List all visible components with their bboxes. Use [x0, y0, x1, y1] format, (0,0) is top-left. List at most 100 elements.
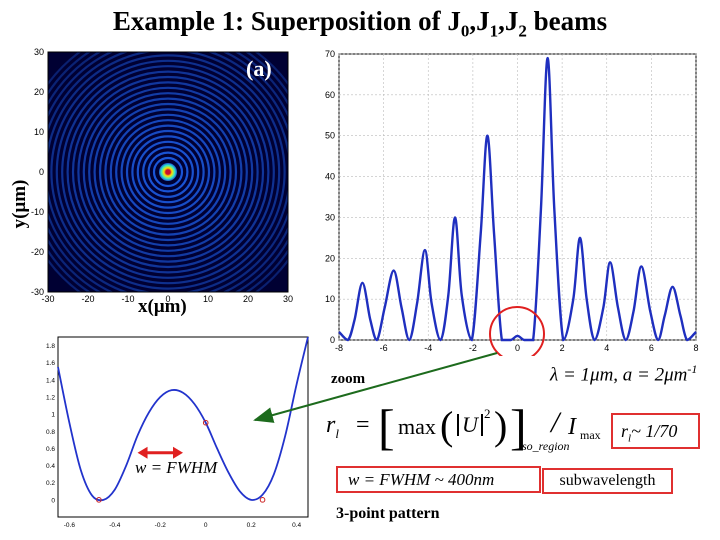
intensity-ring: [136, 140, 200, 204]
main-profile-chart: 0 10 20 30 40 50 60 70 -8 -6 -4 -2 0 2 4 6 8: [325, 49, 699, 356]
panel-a-xtick-label: 20: [243, 294, 253, 304]
intensity-ring: [120, 124, 216, 220]
inset-xtick-label: 0.2: [247, 522, 256, 529]
inset-marker: [96, 497, 102, 503]
main-xtick-label: -8: [335, 343, 343, 353]
rl-formula: rl = [ max ( U 2 ) ] so_region / I max: [326, 399, 601, 455]
page-title: Example 1: Superposition of J0,J1,J2 bea…: [112, 6, 608, 41]
intensity-ring: [131, 135, 205, 209]
subwavelength-box: subwavelength: [542, 468, 673, 494]
inset-xtick-label: 0: [204, 522, 208, 529]
intensity-ring: [104, 108, 232, 236]
main-ytick-label: 70: [325, 49, 335, 59]
main-ytick-label: 60: [325, 90, 335, 100]
lambda-parameters: λ = 1μm, a = 2μm-1: [550, 362, 698, 386]
inset-ytick-label: 0.8: [46, 429, 55, 436]
intensity-ring: [147, 151, 189, 193]
main-ytick-label: 50: [325, 131, 335, 141]
fwhm-arrow-head-left: [137, 446, 148, 459]
inset-ytick-label: 0: [51, 497, 55, 504]
panel-a-ytick-label: 10: [34, 127, 44, 137]
panel-a-xtick-label: 30: [283, 294, 293, 304]
intensity-map-frame: [47, 51, 289, 293]
main-xtick-label: 6: [649, 343, 654, 353]
inset-markers: [96, 419, 266, 503]
panel-a-xtick-label: -10: [121, 294, 134, 304]
intensity-ring: [152, 156, 184, 188]
intensity-ring: [88, 92, 248, 252]
inset-ytick-label: 1: [51, 412, 55, 419]
panel-a-xtick-label: 10: [203, 294, 213, 304]
panel-a-xtick-label: 0: [165, 294, 170, 304]
zoom-label: zoom: [331, 371, 366, 387]
inset-frame: [57, 336, 309, 518]
intensity-ring: [50, 54, 286, 290]
panel-a-xtick-label: -30: [41, 294, 54, 304]
x-axis-label: x(μm): [138, 296, 187, 316]
main-ytick-label: 0: [330, 335, 335, 345]
inset-ytick-label: 1.2: [46, 395, 55, 402]
main-ytick-label: 40: [325, 172, 335, 182]
main-plot-frame: [338, 53, 697, 341]
intensity-ring: [115, 119, 221, 225]
inset-yticks: 0 0.2 0.4 0.6 0.8 1 1.2 1.4 1.6 1.8: [46, 343, 55, 504]
panel-a-ytick-label: -20: [31, 247, 44, 257]
inset-ytick-label: 0.2: [46, 480, 55, 487]
panel-a-xticks: -30 -20 -10 0 10 20 30: [41, 294, 293, 304]
intensity-ring: [125, 129, 211, 215]
main-xtick-label: -4: [424, 343, 432, 353]
fwhm-arrow: [137, 446, 183, 459]
intensity-ring: [98, 102, 238, 242]
intensity-ring: [142, 146, 194, 198]
fwhm-arrow-head-right: [173, 446, 183, 459]
zoom-region-circle: [489, 306, 545, 356]
zoom-inset-chart: 0 0.2 0.4 0.6 0.8 1 1.2 1.4 1.6 1.8 -0.6 -0.4 -0.2 0…: [46, 336, 309, 529]
inset-xtick-label: -0.4: [109, 522, 121, 529]
panel-a-ytick-label: -30: [31, 287, 44, 297]
inset-ytick-label: 1.8: [46, 343, 55, 350]
inset-xtick-label: -0.6: [64, 522, 76, 529]
intensity-ring: [71, 75, 265, 269]
rl-ratio-box: rl~ 1/70: [611, 413, 700, 449]
inset-xtick-label: -0.2: [155, 522, 167, 529]
main-ytick-label: 20: [325, 253, 335, 263]
intensity-ring: [77, 81, 259, 263]
intensity-rings: [48, 52, 288, 292]
intensity-ring: [61, 65, 275, 279]
panel-a-ytick-label: -10: [31, 207, 44, 217]
intensity-ring: [93, 97, 243, 247]
main-intensity-line: [338, 56, 697, 342]
inset-marker: [259, 497, 266, 503]
main-plot-xticks: -8 -6 -4 -2 0 2 4 6 8: [335, 343, 699, 353]
main-ytick-label: 10: [325, 294, 335, 304]
intensity-ring: [109, 113, 227, 231]
main-ytick-label: 30: [325, 212, 335, 222]
inset-xticks: -0.6 -0.4 -0.2 0 0.2 0.4: [64, 522, 302, 529]
main-xtick-label: -6: [380, 343, 388, 353]
fwhm-value-box: w = FWHM ~ 400nm: [336, 466, 541, 493]
intensity-map-panel: 30 20 10 0 -10 -20 -30 -30 -20 -10 0 10 20 30 (a) x(…: [9, 47, 293, 316]
intensity-ring: [55, 59, 281, 285]
y-axis-label: y(μm): [9, 180, 30, 229]
main-xtick-label: 8: [693, 343, 698, 353]
inset-ytick-label: 1.6: [46, 360, 55, 367]
three-point-caption: 3-point pattern: [336, 505, 440, 522]
panel-label: (a): [246, 56, 272, 81]
intensity-center-dot: [165, 169, 171, 175]
main-xtick-label: 0: [515, 343, 520, 353]
main-xtick-label: 2: [560, 343, 565, 353]
main-plot-yticks: 0 10 20 30 40 50 60 70: [325, 49, 335, 345]
inset-ytick-label: 0.4: [46, 463, 55, 470]
main-xtick-label: -2: [469, 343, 477, 353]
main-xtick-label: 4: [604, 343, 609, 353]
panel-a-ytick-label: 20: [34, 87, 44, 97]
panel-a-yticks: 30 20 10 0 -10 -20 -30: [31, 47, 44, 297]
panel-a-ytick-label: 0: [39, 167, 44, 177]
inset-ytick-label: 1.4: [46, 377, 55, 384]
fwhm-label: w = FWHM: [135, 458, 218, 477]
panel-a-xtick-label: -20: [81, 294, 94, 304]
inset-ytick-label: 0.6: [46, 446, 55, 453]
panel-a-ytick-label: 30: [34, 47, 44, 57]
intensity-ring: [66, 70, 270, 274]
inset-xtick-label: 0.4: [292, 522, 301, 529]
